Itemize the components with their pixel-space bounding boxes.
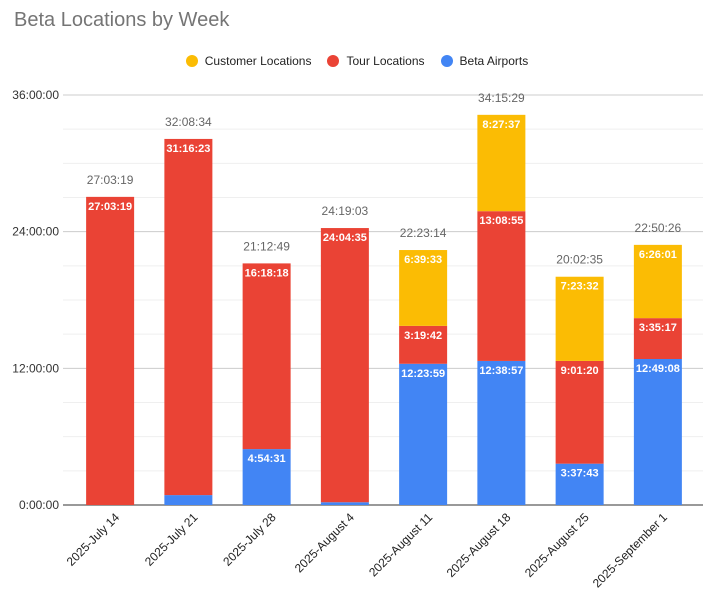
y-tick-label: 12:00:00 xyxy=(12,361,59,375)
bar-tour-locations xyxy=(86,196,135,505)
bar-tour-locations xyxy=(320,228,369,503)
legend-swatch xyxy=(185,55,198,67)
bar-tour-locations xyxy=(164,138,213,496)
bar-beta-airports xyxy=(320,502,369,505)
total-label: 27:03:19 xyxy=(87,173,134,187)
bar-beta-airports xyxy=(164,495,213,505)
data-label: 9:01:20 xyxy=(561,365,599,377)
bar-tour-locations xyxy=(477,211,526,361)
data-label: 24:04:35 xyxy=(323,232,367,244)
y-tick-label: 24:00:00 xyxy=(12,225,59,239)
bar-customer-locations xyxy=(633,244,682,319)
data-label: 6:26:01 xyxy=(639,249,677,261)
data-label: 7:23:32 xyxy=(561,281,599,293)
x-tick-label: 2025-August 4 xyxy=(292,510,357,575)
total-label: 20:02:35 xyxy=(556,253,603,267)
x-tick-label: 2025-July 21 xyxy=(142,510,201,569)
bar-tour-locations xyxy=(633,318,682,360)
x-tick-label: 2025-August 25 xyxy=(522,510,592,580)
data-label: 12:23:59 xyxy=(401,368,445,380)
x-tick-label: 2025-September 1 xyxy=(590,510,670,590)
y-tick-label: 0:00:00 xyxy=(19,498,59,512)
x-tick-label: 2025-August 18 xyxy=(444,510,514,580)
legend-label: Customer Locations xyxy=(204,54,312,68)
total-label: 34:15:29 xyxy=(478,91,525,105)
bar-beta-airports xyxy=(555,463,604,505)
x-tick-label: 2025-July 28 xyxy=(220,510,279,569)
data-label: 16:18:18 xyxy=(245,267,289,279)
total-label: 24:19:03 xyxy=(322,204,369,218)
bar-beta-airports xyxy=(477,360,526,505)
legend-swatch xyxy=(327,55,340,67)
bar-tour-locations xyxy=(399,325,448,364)
legend-item-customer-locations: Customer Locations xyxy=(185,54,312,68)
total-label: 21:12:49 xyxy=(243,239,290,253)
bar-customer-locations xyxy=(555,276,604,361)
legend: Customer Locations Tour Locations Beta Air… xyxy=(0,52,714,70)
bar-tour-locations xyxy=(242,263,291,450)
data-label: 3:19:42 xyxy=(404,330,442,342)
bar-customer-locations xyxy=(399,250,448,326)
bar-customer-locations xyxy=(477,114,526,212)
legend-label: Tour Locations xyxy=(346,54,425,68)
data-label: 13:08:55 xyxy=(479,215,523,227)
data-label: 8:27:37 xyxy=(482,119,520,131)
data-label: 27:03:19 xyxy=(88,201,132,213)
x-tick-label: 2025-August 11 xyxy=(366,510,435,579)
data-label: 4:54:31 xyxy=(248,453,286,465)
x-tick-label: 2025-July 14 xyxy=(64,510,123,569)
legend-label: Beta Airports xyxy=(459,54,529,68)
bar-beta-airports xyxy=(633,359,682,505)
legend-item-tour-locations: Tour Locations xyxy=(327,54,425,68)
total-label: 22:50:26 xyxy=(635,221,682,235)
data-label: 6:39:33 xyxy=(404,254,442,266)
bar-tour-locations xyxy=(555,360,604,464)
legend-swatch xyxy=(440,55,453,67)
bar-beta-airports xyxy=(242,449,291,505)
data-label: 12:49:08 xyxy=(636,363,680,375)
data-label: 31:16:23 xyxy=(166,143,210,155)
y-tick-label: 36:00:00 xyxy=(12,88,59,102)
data-label: 3:35:17 xyxy=(639,322,677,334)
total-label: 22:23:14 xyxy=(400,226,447,240)
bar-beta-airports xyxy=(399,363,448,505)
data-label: 12:38:57 xyxy=(479,365,523,377)
data-label: 3:37:43 xyxy=(561,468,599,480)
legend-item-beta-airports: Beta Airports xyxy=(440,54,529,68)
total-label: 32:08:34 xyxy=(165,115,212,129)
chart-title: Beta Locations by Week xyxy=(14,9,230,31)
